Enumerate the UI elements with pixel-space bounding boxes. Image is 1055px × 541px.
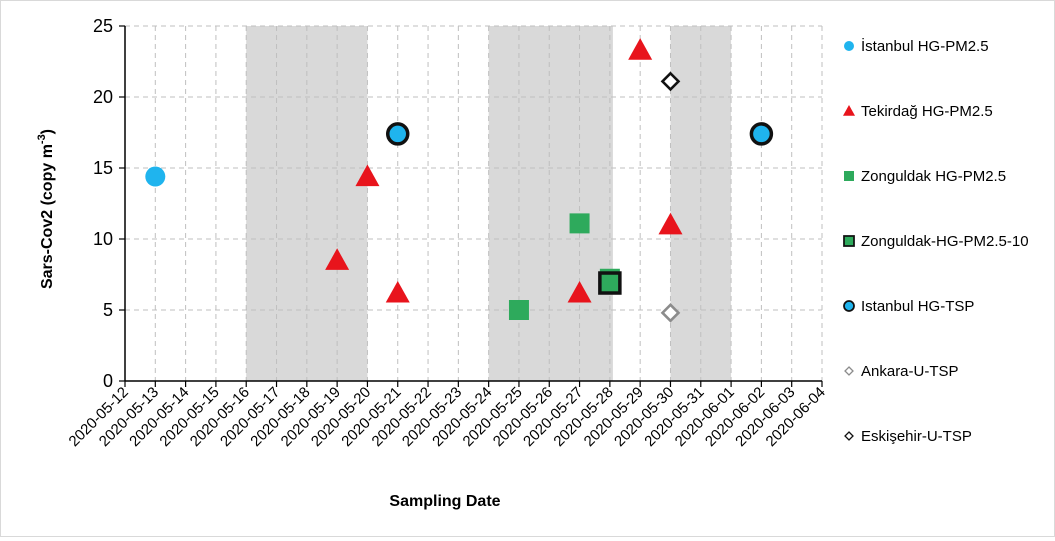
legend-label: Eskişehir-U-TSP bbox=[861, 428, 972, 445]
y-tick-label: 10 bbox=[93, 229, 113, 249]
y-axis-title: Sars-Cov2 (copy m-3) bbox=[36, 129, 56, 289]
data-point-series-1 bbox=[628, 38, 653, 60]
legend-marker bbox=[843, 300, 855, 312]
legend-label: Istanbul HG-TSP bbox=[861, 298, 974, 315]
legend-label: Tekirdağ HG-PM2.5 bbox=[861, 103, 993, 120]
data-point-series-4 bbox=[749, 122, 774, 146]
data-point-series-1 bbox=[385, 280, 410, 303]
data-point-series-4 bbox=[385, 122, 410, 146]
y-axis-title-superscript: -3 bbox=[36, 134, 48, 144]
data-point-series-2 bbox=[508, 300, 529, 320]
legend-label: Ankara-U-TSP bbox=[861, 363, 959, 380]
shaded-period bbox=[246, 26, 368, 381]
data-point-series-6 bbox=[660, 71, 681, 92]
gridlines bbox=[125, 25, 823, 381]
y-axis-title-main: Sars-Cov2 (copy m bbox=[39, 144, 56, 289]
data-point-series-3 bbox=[598, 271, 622, 295]
y-tick-label: 0 bbox=[103, 371, 113, 391]
legend-label: İstanbul HG-PM2.5 bbox=[861, 37, 989, 55]
shaded-period bbox=[488, 26, 613, 381]
y-tick-label: 20 bbox=[93, 87, 113, 107]
legend-marker bbox=[843, 105, 855, 116]
shaded-period bbox=[670, 26, 732, 381]
y-tick-labels: 0 5 10 15 20 25 bbox=[93, 16, 113, 391]
legend-marker bbox=[844, 431, 854, 441]
shaded-periods bbox=[246, 26, 732, 381]
y-tick-label: 15 bbox=[93, 158, 113, 178]
legend: İstanbul HG-PM2.5 Tekirdağ HG-PM2.5 Zongul… bbox=[843, 37, 1029, 445]
y-axis-title-close: ) bbox=[39, 129, 56, 134]
data-points bbox=[145, 38, 774, 323]
axes bbox=[119, 25, 823, 387]
legend-label: Zonguldak HG-PM2.5 bbox=[861, 168, 1006, 185]
data-point-series-2 bbox=[569, 213, 590, 234]
legend-marker bbox=[844, 171, 854, 181]
legend-marker bbox=[843, 235, 855, 247]
legend-label: Zonguldak-HG-PM2.5-10 bbox=[861, 233, 1029, 250]
x-tick-labels: 2020-05-122020-05-132020-05-142020-05-15… bbox=[66, 384, 829, 450]
data-point-series-1 bbox=[567, 280, 592, 303]
data-point-series-0 bbox=[145, 166, 166, 187]
x-axis-title: Sampling Date bbox=[389, 493, 500, 510]
legend-marker bbox=[844, 366, 854, 376]
legend-marker bbox=[844, 41, 854, 51]
data-point-series-1 bbox=[325, 248, 350, 270]
y-tick-label: 5 bbox=[103, 300, 113, 320]
data-point-series-1 bbox=[658, 212, 683, 235]
data-point-series-5 bbox=[660, 303, 681, 323]
y-tick-label: 25 bbox=[93, 16, 113, 36]
data-point-series-1 bbox=[355, 164, 380, 187]
